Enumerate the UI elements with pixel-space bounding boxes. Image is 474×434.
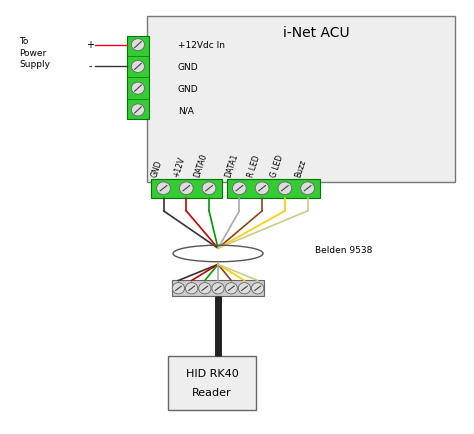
Text: Reader: Reader	[192, 388, 232, 398]
Circle shape	[131, 39, 145, 52]
Circle shape	[238, 283, 251, 294]
FancyBboxPatch shape	[227, 179, 320, 198]
Text: To: To	[19, 37, 28, 46]
Circle shape	[212, 283, 224, 294]
Text: R LED: R LED	[246, 154, 262, 178]
Circle shape	[278, 182, 292, 195]
Text: G LED: G LED	[269, 153, 285, 178]
Text: Belden 9538: Belden 9538	[315, 245, 373, 254]
FancyBboxPatch shape	[168, 356, 256, 410]
FancyBboxPatch shape	[127, 36, 149, 120]
Circle shape	[131, 61, 145, 73]
Text: GND: GND	[150, 158, 164, 178]
Text: DATA1: DATA1	[223, 152, 239, 178]
Circle shape	[179, 182, 193, 195]
Text: Buzz: Buzz	[293, 158, 308, 178]
Circle shape	[185, 283, 198, 294]
Text: DATA0: DATA0	[193, 152, 209, 178]
Text: +12Vdc In: +12Vdc In	[178, 41, 225, 50]
Circle shape	[225, 283, 237, 294]
Text: i-Net ACU: i-Net ACU	[283, 26, 350, 40]
Text: GND: GND	[178, 85, 199, 93]
FancyBboxPatch shape	[147, 17, 455, 182]
Text: +12V: +12V	[171, 155, 186, 178]
Circle shape	[232, 182, 246, 195]
Circle shape	[255, 182, 269, 195]
Circle shape	[202, 182, 216, 195]
Circle shape	[131, 83, 145, 95]
Circle shape	[252, 283, 264, 294]
FancyBboxPatch shape	[172, 281, 264, 296]
Circle shape	[172, 283, 184, 294]
Text: Power: Power	[19, 49, 46, 57]
Circle shape	[301, 182, 315, 195]
FancyBboxPatch shape	[151, 179, 222, 198]
Text: Supply: Supply	[19, 60, 50, 69]
Text: HID RK40: HID RK40	[186, 368, 238, 378]
Text: N/A: N/A	[178, 106, 193, 115]
Circle shape	[156, 182, 171, 195]
Circle shape	[199, 283, 211, 294]
Circle shape	[131, 105, 145, 117]
Text: -: -	[88, 62, 92, 71]
Text: +: +	[86, 40, 94, 49]
Text: GND: GND	[178, 63, 199, 72]
